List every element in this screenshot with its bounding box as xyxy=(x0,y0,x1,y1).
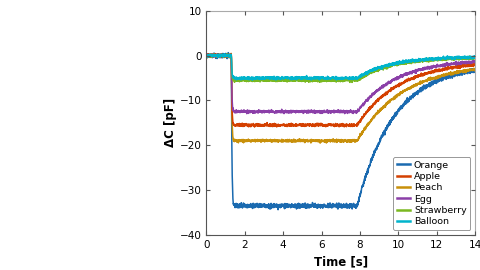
Peach xyxy=(335,139,340,142)
Strawberry xyxy=(335,79,340,82)
Apple xyxy=(465,63,470,66)
Line: Balloon: Balloon xyxy=(206,54,475,80)
Orange xyxy=(226,51,231,54)
Balloon xyxy=(465,56,470,59)
Balloon xyxy=(238,78,244,82)
Apple xyxy=(465,65,470,68)
Strawberry xyxy=(465,57,470,60)
Strawberry xyxy=(204,55,209,58)
Orange xyxy=(204,53,209,56)
Apple xyxy=(472,63,478,67)
Strawberry xyxy=(472,56,478,59)
Orange xyxy=(472,69,478,73)
Line: Apple: Apple xyxy=(206,54,475,127)
Egg xyxy=(244,112,250,115)
Orange xyxy=(335,203,340,206)
Balloon xyxy=(217,54,223,57)
Orange xyxy=(465,72,470,75)
Line: Egg: Egg xyxy=(206,54,475,114)
Line: Strawberry: Strawberry xyxy=(206,54,475,82)
Peach xyxy=(228,52,234,55)
Strawberry xyxy=(217,55,223,59)
Apple xyxy=(217,54,223,57)
Balloon xyxy=(416,58,421,61)
Apple xyxy=(335,122,340,126)
Peach xyxy=(472,68,478,72)
Orange xyxy=(327,204,333,207)
Balloon xyxy=(472,55,478,58)
Legend: Orange, Apple, Peach, Egg, Strawberry, Balloon: Orange, Apple, Peach, Egg, Strawberry, B… xyxy=(393,157,470,230)
Y-axis label: ΔC [pF]: ΔC [pF] xyxy=(164,98,177,147)
Line: Orange: Orange xyxy=(206,53,475,210)
Peach xyxy=(416,82,421,85)
Balloon xyxy=(465,56,470,60)
Peach xyxy=(217,55,223,58)
Egg xyxy=(415,69,421,72)
Balloon xyxy=(222,52,228,55)
Strawberry xyxy=(465,55,470,59)
Egg xyxy=(465,61,470,65)
Apple xyxy=(416,73,421,77)
Orange xyxy=(416,90,421,94)
Egg xyxy=(472,60,478,63)
Egg xyxy=(335,110,340,114)
Strawberry xyxy=(216,52,222,56)
Egg xyxy=(217,53,223,57)
Egg xyxy=(465,61,470,64)
X-axis label: Time [s]: Time [s] xyxy=(314,255,368,268)
Orange xyxy=(465,70,470,73)
Peach xyxy=(327,139,333,142)
Apple xyxy=(252,126,257,129)
Peach xyxy=(204,53,209,57)
Strawberry xyxy=(416,59,421,62)
Egg xyxy=(204,52,209,56)
Apple xyxy=(204,55,209,58)
Egg xyxy=(327,110,333,113)
Orange xyxy=(217,54,223,58)
Apple xyxy=(327,123,333,126)
Orange xyxy=(275,208,281,211)
Balloon xyxy=(327,76,333,80)
Peach xyxy=(465,68,470,71)
Balloon xyxy=(204,55,209,58)
Peach xyxy=(317,141,323,145)
Peach xyxy=(465,69,470,73)
Strawberry xyxy=(347,81,353,84)
Line: Peach: Peach xyxy=(206,53,475,143)
Apple xyxy=(213,52,218,55)
Balloon xyxy=(335,76,340,79)
Strawberry xyxy=(327,79,333,82)
